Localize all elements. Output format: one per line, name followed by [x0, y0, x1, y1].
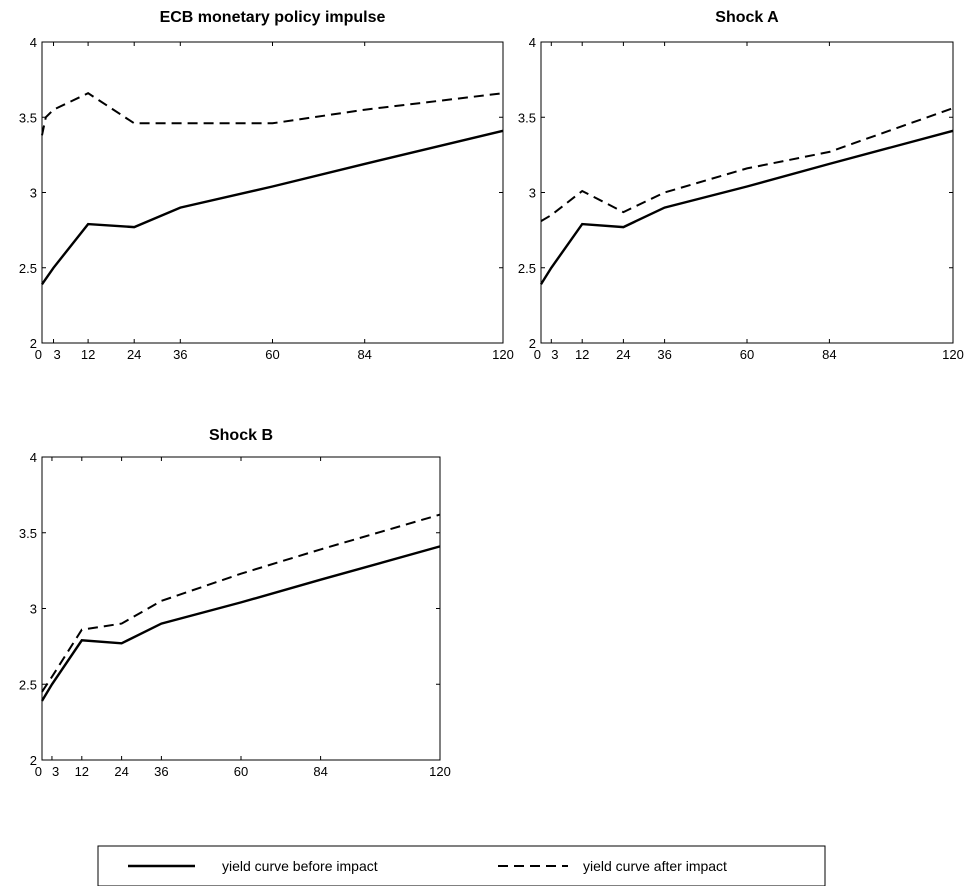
x-tick-label: 36 — [657, 347, 671, 362]
y-tick-label: 3 — [30, 602, 37, 617]
x-tick-label: 3 — [54, 347, 61, 362]
y-tick-label: 2 — [30, 753, 37, 768]
chart-title: ECB monetary policy impulse — [160, 9, 386, 26]
x-tick-label: 12 — [81, 347, 95, 362]
x-tick-label: 0 — [35, 347, 42, 362]
x-tick-label: 36 — [173, 347, 187, 362]
series-line-dashed — [41, 92, 504, 136]
series-line-dashed — [41, 513, 441, 693]
x-tick-label: 120 — [429, 764, 451, 779]
y-tick-label: 2 — [529, 336, 536, 351]
plot-frame — [540, 41, 954, 344]
x-tick-label: 84 — [313, 764, 327, 779]
legend-label-before: yield curve before impact — [222, 858, 378, 874]
y-tick-label: 2.5 — [518, 261, 536, 276]
y-tick-label: 3.5 — [19, 110, 37, 125]
x-tick-label: 24 — [114, 764, 128, 779]
chart-title: Shock B — [209, 427, 273, 444]
series-line-solid — [40, 545, 441, 702]
x-tick-label: 60 — [234, 764, 248, 779]
chart-panel-3: Shock B22.533.540 3 12 24 36 60 84 120 — [19, 427, 451, 779]
x-tick-label: 36 — [154, 764, 168, 779]
x-tick-label: 12 — [75, 764, 89, 779]
y-tick-label: 3.5 — [19, 526, 37, 541]
series-line-solid — [539, 129, 954, 285]
series-line-dashed — [540, 107, 954, 222]
x-tick-label: 60 — [265, 347, 279, 362]
chart-title: Shock A — [715, 9, 779, 26]
y-tick-label: 3 — [529, 186, 536, 201]
x-tick-label: 84 — [357, 347, 371, 362]
x-tick-label: 3 — [52, 764, 59, 779]
x-tick-label: 24 — [127, 347, 141, 362]
chart-panel-2: Shock A22.533.540 3 12 24 36 60 84 120 — [518, 9, 964, 362]
y-tick-label: 2 — [30, 336, 37, 351]
plot-frame — [41, 456, 441, 761]
y-tick-label: 2.5 — [19, 261, 37, 276]
y-tick-label: 4 — [529, 35, 536, 50]
x-tick-label: 120 — [942, 347, 964, 362]
y-tick-label: 3.5 — [518, 110, 536, 125]
y-tick-label: 3 — [30, 186, 37, 201]
legend: yield curve before impact yield curve af… — [97, 845, 826, 886]
x-tick-label: 120 — [492, 347, 514, 362]
x-tick-label: 3 — [551, 347, 558, 362]
y-tick-label: 2.5 — [19, 677, 37, 692]
x-tick-label: 12 — [575, 347, 589, 362]
y-tick-label: 4 — [30, 35, 37, 50]
x-tick-label: 0 — [534, 347, 541, 362]
x-tick-label: 24 — [616, 347, 630, 362]
legend-label-after: yield curve after impact — [583, 858, 727, 874]
series-line-solid — [41, 129, 504, 285]
y-tick-label: 4 — [30, 450, 37, 465]
x-tick-label: 0 — [35, 764, 42, 779]
plot-frame — [41, 41, 504, 344]
legend-box — [97, 845, 826, 886]
x-tick-label: 84 — [822, 347, 836, 362]
x-tick-label: 60 — [740, 347, 754, 362]
